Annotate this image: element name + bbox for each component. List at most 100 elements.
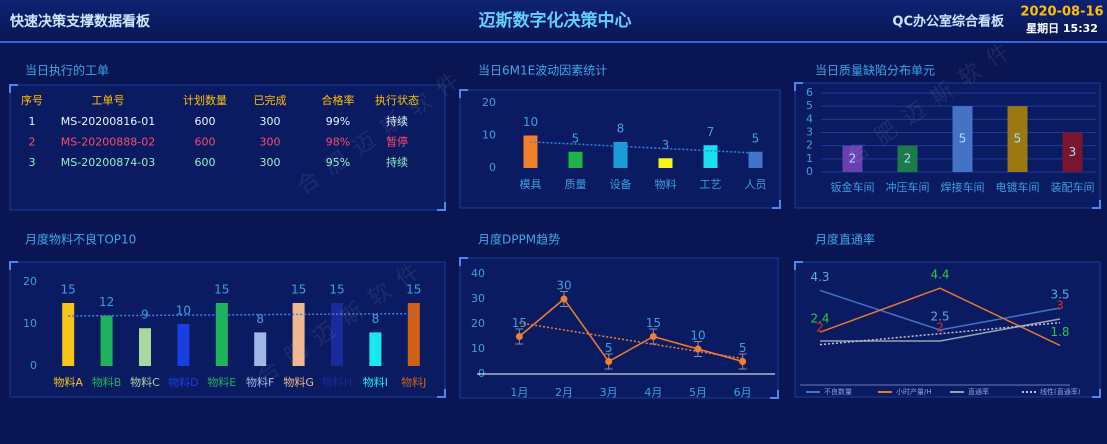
bar [139,328,151,366]
table-cell: 暂停 [386,135,408,149]
table-cell: 600 [195,156,216,169]
x-tick-label: 焊接车间 [941,180,985,194]
table-cell: 持续 [386,155,408,169]
marker [694,345,702,353]
data-label: 4.4 [930,268,949,282]
chart-title: 月度物料不良TOP10 [25,232,136,247]
y-tick-label: 5 [806,99,813,112]
y-tick-label: 0 [30,359,37,372]
marker [560,295,568,303]
table-cell: 3 [29,156,36,169]
bar [407,303,420,366]
data-label: 5 [752,131,760,145]
data-label: 15 [291,283,306,297]
y-tick-label: 10 [23,317,37,330]
bar [215,303,228,366]
header-title: 迈斯数字化决策中心 [479,10,632,31]
table-cell: 1 [29,115,36,128]
legend-label: 线性(直通率) [1040,387,1081,396]
header-right: QC办公室综合看板 [892,14,1005,30]
table-cell: MS-20200816-01 [61,115,155,128]
marker [649,333,657,340]
x-tick-label: 3月 [600,386,618,399]
bar [254,332,267,366]
y-tick-label: 20 [23,275,37,288]
data-label: 10 [176,304,191,318]
data-label: 15 [214,283,229,297]
panel-frame [459,257,779,399]
table-title: 当日执行的工单 [25,63,109,78]
data-label: 10 [690,329,705,343]
table-cell: 300 [260,136,281,149]
table-cell: 600 [195,115,216,128]
x-tick-label: 物料 [655,177,677,191]
corner [9,84,446,211]
data-label: 10 [523,115,538,129]
bar [369,332,382,366]
trend-line [519,322,743,360]
table-cell: 99% [326,115,350,128]
bar [842,145,863,172]
x-tick-label: 物料H [322,375,352,389]
chart-title: 当日6M1E波动因素统计 [478,64,607,78]
bar [658,158,673,168]
x-tick-label: 物料D [168,375,198,389]
header-band [0,0,1107,42]
data-label: 5 [959,132,967,146]
y-tick-label: 40 [471,267,485,280]
header-date: 2020-08-16 [1020,5,1103,20]
corner [9,261,446,398]
table-cell: 95% [326,156,350,169]
data-label: 3 [662,138,670,152]
corner [459,89,781,209]
bar [952,106,973,172]
table-cell: 300 [260,156,281,169]
data-label: 3 [1069,145,1077,159]
header-time: 星期日 15:32 [1026,21,1098,35]
chart-title: 月度DPPM趋势 [478,232,560,247]
x-tick-label: 人员 [745,178,767,191]
table-cell: 98% [326,136,350,149]
x-tick-label: 工艺 [700,178,722,191]
data-label: 3.5 [1050,288,1069,302]
marker [515,333,523,340]
bar [292,303,305,366]
data-label: 7 [707,125,715,139]
bar [62,303,75,366]
data-label: 30 [556,279,571,293]
data-label: 15 [646,316,661,330]
table-header: 已完成 [254,93,287,107]
data-label: 5 [572,131,580,145]
x-tick-label: 物料E [207,375,236,389]
x-tick-label: 质量 [565,178,587,191]
data-label: 8 [617,122,625,136]
x-tick-label: 物料G [283,375,314,389]
data-label: 12 [99,295,114,309]
table-cell: MS-20200888-02 [61,136,155,149]
y-tick-label: 1 [806,152,813,165]
bar [613,142,628,168]
bar [568,151,583,168]
x-tick-label: 装配车间 [1051,180,1095,194]
trend-line [68,312,414,317]
y-tick-label: 4 [806,112,813,125]
data-label: 2 [936,321,944,335]
bar [1062,132,1083,172]
x-tick-label: 模具 [520,178,542,191]
y-tick-label: 20 [482,96,496,109]
table-cell: 300 [260,115,281,128]
corner [459,257,779,399]
y-tick-label: 10 [471,342,485,355]
legend-label: 小时产量/H [896,387,932,396]
x-tick-label: 物料F [246,375,274,389]
table-cell: 持续 [386,114,408,128]
table-cell: 2 [29,136,36,149]
x-tick-label: 钣金车间 [831,180,875,194]
line [819,289,1061,331]
data-label: 2 [849,151,857,165]
bar [1007,106,1028,172]
data-label: 5 [605,341,613,355]
data-label: 3 [1056,299,1064,313]
x-tick-label: 物料C [130,375,160,389]
